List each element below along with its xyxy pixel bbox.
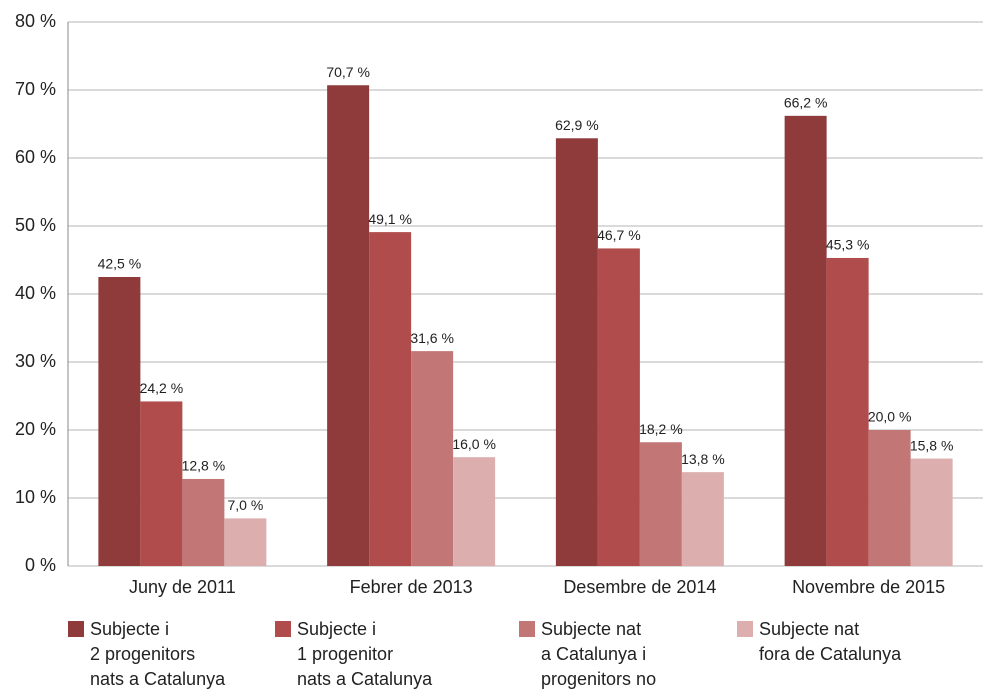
value-label: 15,8 % bbox=[910, 437, 954, 453]
value-label: 46,7 % bbox=[597, 227, 641, 243]
legend-label: Subjecte nat fora de Catalunya bbox=[759, 619, 902, 664]
value-label: 20,0 % bbox=[868, 409, 912, 425]
y-tick-label: 70 % bbox=[15, 79, 56, 99]
bar bbox=[453, 457, 496, 566]
value-label: 70,7 % bbox=[326, 64, 370, 80]
y-tick-label: 80 % bbox=[15, 11, 56, 31]
bar bbox=[411, 351, 454, 566]
bar bbox=[868, 430, 911, 566]
bar bbox=[826, 257, 869, 566]
value-label: 49,1 % bbox=[368, 211, 412, 227]
bar bbox=[98, 277, 141, 566]
y-tick-label: 10 % bbox=[15, 487, 56, 507]
x-tick-label: Juny de 2011 bbox=[129, 577, 236, 597]
x-tick-label: Febrer de 2013 bbox=[350, 577, 473, 597]
y-tick-label: 40 % bbox=[15, 283, 56, 303]
value-label: 66,2 % bbox=[784, 95, 828, 111]
bar bbox=[224, 518, 267, 566]
value-label: 62,9 % bbox=[555, 117, 599, 133]
bar bbox=[140, 401, 183, 566]
legend-swatch bbox=[68, 621, 84, 637]
bar bbox=[597, 248, 640, 566]
bar bbox=[327, 85, 370, 567]
legend-swatch bbox=[275, 621, 291, 637]
bar bbox=[910, 458, 953, 566]
y-tick-label: 30 % bbox=[15, 351, 56, 371]
value-label: 31,6 % bbox=[410, 330, 454, 346]
y-tick-label: 20 % bbox=[15, 419, 56, 439]
value-label: 16,0 % bbox=[452, 436, 496, 452]
value-label: 45,3 % bbox=[826, 237, 870, 253]
value-label: 42,5 % bbox=[98, 256, 142, 272]
y-tick-label: 60 % bbox=[15, 147, 56, 167]
bar bbox=[784, 115, 827, 566]
value-label: 18,2 % bbox=[639, 421, 683, 437]
value-label: 13,8 % bbox=[681, 451, 725, 467]
y-tick-label: 50 % bbox=[15, 215, 56, 235]
y-tick-label: 0 % bbox=[25, 555, 56, 575]
value-label: 7,0 % bbox=[227, 497, 263, 513]
bar bbox=[182, 478, 225, 566]
bar bbox=[639, 442, 682, 566]
value-label: 24,2 % bbox=[140, 380, 184, 396]
legend-swatch bbox=[519, 621, 535, 637]
legend-label: Subjecte nat a Catalunya i progenitors no bbox=[541, 619, 656, 689]
bar bbox=[555, 138, 598, 566]
legend-swatch bbox=[737, 621, 753, 637]
value-label: 12,8 % bbox=[182, 458, 226, 474]
x-tick-label: Desembre de 2014 bbox=[563, 577, 716, 597]
bar bbox=[369, 232, 412, 566]
bar bbox=[681, 472, 724, 566]
x-tick-label: Novembre de 2015 bbox=[792, 577, 945, 597]
